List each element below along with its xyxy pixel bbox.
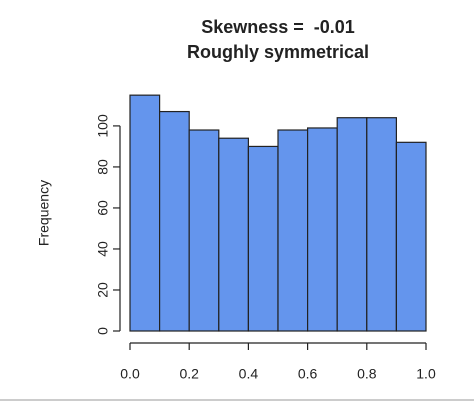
bar (395, 141, 427, 332)
x-tick-label: 0.2 (179, 366, 199, 382)
chart-subtitle: Roughly symmetrical (187, 42, 369, 62)
bar (307, 127, 338, 332)
chart-title: Skewness = -0.01 (201, 17, 355, 37)
y-tick-label: 0 (95, 327, 111, 335)
x-tick-label: 1.0 (416, 366, 436, 382)
x-tick-label: 0.0 (120, 366, 140, 382)
y-tick-label: 40 (95, 241, 111, 257)
bar (336, 117, 368, 332)
x-tick-label: 0.6 (298, 366, 318, 382)
y-tick-label: 80 (95, 159, 111, 175)
bar (129, 94, 161, 332)
y-tick-label: 20 (95, 282, 111, 298)
bar (366, 117, 397, 332)
bar (247, 145, 279, 332)
bar (277, 129, 309, 332)
y-axis-label: Frequency (36, 180, 52, 246)
bar (188, 129, 220, 332)
y-tick-label: 100 (95, 114, 111, 138)
y-tick-label: 60 (95, 200, 111, 216)
x-tick-label: 0.8 (357, 366, 377, 382)
bar (218, 137, 250, 332)
x-tick-label: 0.4 (239, 366, 259, 382)
bar (159, 110, 190, 332)
